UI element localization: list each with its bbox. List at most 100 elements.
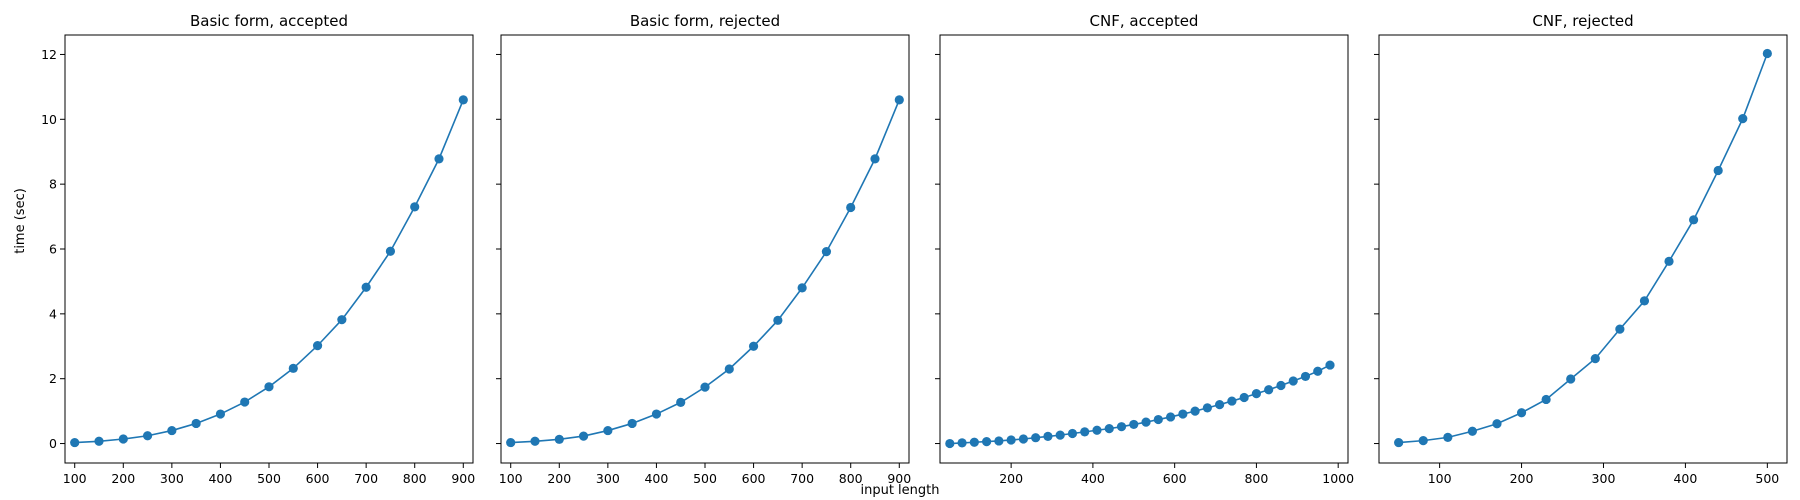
panel-3-data-point — [1288, 376, 1298, 386]
panel-3-data-point — [1227, 396, 1237, 406]
panel-4: CNF, rejected 100 200 300 400 500 — [1374, 12, 1788, 486]
panel-2-x-tick-label: 700 — [790, 471, 814, 486]
panel-1-x-tick-label: 800 — [403, 471, 427, 486]
panel-1-data-point — [264, 382, 274, 392]
panel-1-data-point — [167, 425, 177, 436]
panel-3-data-point — [1141, 417, 1151, 427]
panel-1-y-tick-label: 4 — [49, 306, 57, 321]
panel-1-data-point — [458, 95, 468, 105]
panel-2-data-point — [724, 364, 734, 374]
panel-2-title: Basic form, rejected — [630, 12, 780, 30]
chart-panels: Basic form, accepted 100 200 300 400 500 600 70… — [41, 12, 1788, 486]
panel-2: Basic form, rejected 100 200 300 400 500 600 70… — [496, 12, 911, 486]
panel-3-title: CNF, accepted — [1090, 12, 1199, 30]
panel-3-data-point — [945, 438, 955, 449]
panel-4-data-point — [1492, 419, 1502, 429]
panel-3-data-point — [982, 437, 992, 447]
panel-2-x-tick-label: 600 — [742, 471, 766, 486]
panel-3-data-point — [1264, 385, 1274, 395]
panel-1-data-point — [288, 363, 298, 373]
panel-4-data-point — [1590, 353, 1600, 364]
panel-3-data-point — [1006, 435, 1016, 445]
panel-1-y-tick-label: 12 — [41, 47, 57, 62]
panel-4-title: CNF, rejected — [1532, 12, 1633, 30]
panel-2-x-tick-label: 800 — [839, 471, 863, 486]
panel-4-data-point — [1689, 215, 1699, 225]
panel-2-x-tick-label: 500 — [693, 471, 717, 486]
panel-1-data-point — [70, 437, 80, 448]
panel-3-data-point — [1325, 360, 1335, 370]
panel-2-x-tick-label: 400 — [644, 471, 668, 486]
panel-4-data-point — [1762, 48, 1772, 59]
panel-3-data-point — [1165, 412, 1176, 422]
panel-3-data-point — [1129, 419, 1139, 430]
panel-1-data-point — [142, 431, 153, 441]
panel-1-x-tick-label: 900 — [451, 471, 475, 486]
panel-3-data-point — [1239, 392, 1249, 403]
panel-2-data-point — [846, 202, 856, 213]
panel-2-data-point — [530, 436, 540, 446]
panel-3-data-point — [1251, 389, 1262, 399]
panel-3-data-point — [1080, 427, 1090, 437]
y-axis-label: time (sec) — [13, 188, 28, 254]
panel-2-x-tick-label: 900 — [887, 471, 911, 486]
panel-1-x-tick-label: 600 — [306, 471, 330, 486]
panel-2-data-point — [748, 341, 759, 351]
panel-4-data-point — [1516, 408, 1527, 418]
panel-1-x-tick-label: 100 — [63, 471, 87, 486]
panel-2-data-point — [894, 95, 904, 105]
panel-3-data-point — [994, 436, 1004, 446]
panel-1-data-point — [337, 315, 347, 325]
panel-3-x-tick-label: 1000 — [1322, 471, 1354, 486]
panel-3-data-point — [1092, 425, 1102, 435]
panel-4-data-point — [1713, 165, 1723, 176]
panel-4-data-point — [1664, 256, 1674, 266]
panel-1-x-tick-label: 500 — [257, 471, 281, 486]
panel-4-x-tick-label: 300 — [1592, 471, 1616, 486]
panel-4-data-point — [1443, 432, 1453, 442]
panel-2-data-point — [797, 283, 807, 293]
panel-4-axes-frame — [1378, 34, 1788, 464]
panel-2-axes-frame — [500, 34, 910, 464]
panel-1-title: Basic form, accepted — [190, 12, 348, 30]
panel-3-x-tick-label: 600 — [1163, 471, 1187, 486]
panel-3-data-point — [1031, 433, 1041, 443]
panel-1-x-tick-label: 300 — [160, 471, 184, 486]
x-axis-label: input length — [860, 483, 939, 498]
panel-1-y-tick-label: 0 — [49, 436, 57, 451]
panel-3-data-point — [1313, 366, 1323, 376]
panel-1-x-tick-label: 400 — [208, 471, 232, 486]
panel-1-data-point — [410, 202, 420, 212]
panel-4-data-point — [1639, 296, 1650, 306]
panel-1-x-tick-label: 200 — [111, 471, 135, 486]
panel-2-data-point — [627, 418, 637, 429]
panel-3-data-point — [1178, 409, 1188, 419]
panel-4-data-point — [1394, 437, 1404, 448]
panel-3-axes-frame — [939, 34, 1349, 464]
panel-3-series-line — [949, 364, 1331, 445]
panel-3: CNF, accepted 200 400 600 800 1000 — [935, 12, 1354, 486]
panel-4-data-point — [1738, 114, 1748, 124]
panel-4-x-tick-label: 200 — [1510, 471, 1534, 486]
panel-3-data-point — [957, 438, 967, 448]
panel-3-data-point — [1153, 414, 1163, 425]
panel-4-data-point — [1566, 374, 1576, 384]
panel-1-data-point — [94, 436, 104, 446]
panel-4-data-point — [1615, 324, 1625, 334]
panel-1-data-point — [312, 341, 323, 351]
panel-3-data-point — [1276, 380, 1286, 391]
panel-3-data-point — [1202, 403, 1212, 413]
panel-1-data-point — [361, 282, 371, 292]
panel-2-x-tick-label: 100 — [499, 471, 523, 486]
panel-2-data-point — [821, 246, 832, 257]
panel-3-data-point — [1215, 400, 1225, 410]
panel-3-data-point — [969, 437, 979, 447]
panel-1-data-point — [191, 418, 201, 429]
panel-2-data-point — [870, 154, 880, 164]
panel-1-data-point — [434, 154, 444, 164]
panel-4-x-tick-label: 500 — [1755, 471, 1779, 486]
panel-4-x-tick-label: 400 — [1673, 471, 1697, 486]
panel-4-data-point — [1541, 394, 1551, 405]
panel-2-data-point — [651, 409, 662, 419]
